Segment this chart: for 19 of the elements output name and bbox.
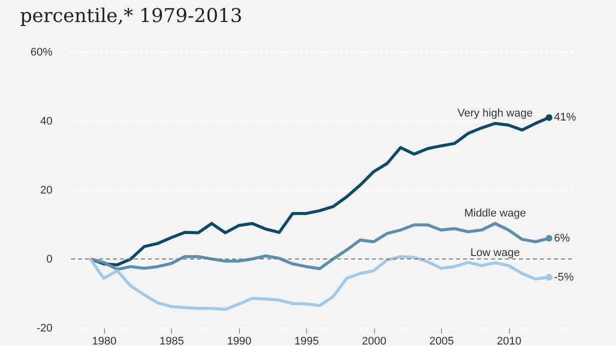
x-tick-label: 2010 [496, 336, 522, 346]
y-tick-label: 0 [46, 254, 52, 266]
x-tick-label: 2005 [429, 336, 454, 346]
x-tick-label: 1995 [294, 336, 319, 346]
x-tick-label: 1980 [92, 336, 116, 346]
y-tick-label: 20 [40, 184, 52, 196]
y-tick-label: 40 [40, 116, 52, 128]
data-label: -5% [554, 271, 574, 284]
x-tick-label: 1985 [159, 336, 184, 346]
data-label: 6% [554, 232, 570, 244]
series-label: Low wage [470, 246, 520, 259]
x-tick-label: 2000 [362, 336, 386, 346]
series-label: Very high wage [457, 107, 533, 120]
data-label: 41% [554, 112, 576, 124]
x-tick-label: 1990 [226, 336, 252, 346]
chart-title: percentile,* 1979-2013 [20, 5, 242, 27]
y-tick-label: 60% [30, 46, 53, 58]
series-label: Middle wage [464, 207, 526, 220]
y-tick-label: -20 [36, 322, 52, 334]
